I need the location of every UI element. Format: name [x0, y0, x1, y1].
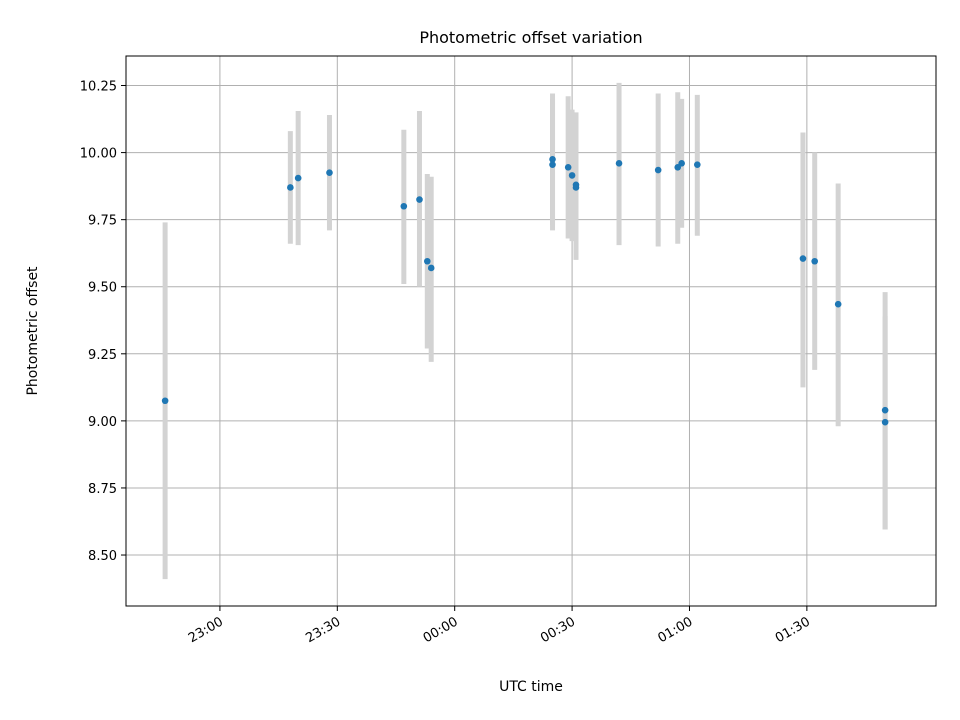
data-point	[287, 184, 294, 191]
data-point	[294, 174, 302, 182]
y-tick-label: 8.75	[88, 482, 117, 497]
data-point	[427, 264, 435, 272]
chart-title: Photometric offset variation	[419, 28, 642, 47]
data-point	[881, 418, 889, 426]
data-point	[416, 196, 423, 203]
plot-frame	[125, 55, 937, 607]
data-point	[799, 255, 807, 262]
x-tick-label: 23:30	[303, 614, 343, 646]
x-axis-label: UTC time	[499, 679, 563, 695]
x-tick-label: 00:00	[421, 614, 461, 646]
axis-ticks: 23:00 23:30 00:00 00:30 01:00 01:30 8.50 8.75 9.…	[80, 80, 813, 647]
y-axis-label: Photometric offset	[25, 266, 41, 396]
data-point	[654, 166, 662, 174]
x-tick-label: 01:30	[773, 614, 813, 646]
y-tick-label: 9.00	[88, 415, 117, 430]
y-tick-label: 9.25	[88, 348, 117, 363]
y-tick-label: 8.50	[88, 549, 117, 564]
data-point	[549, 155, 556, 163]
data-point	[678, 160, 685, 167]
y-tick-label: 10.25	[80, 80, 117, 95]
data-point	[572, 184, 580, 191]
data-point	[568, 172, 576, 179]
data-point	[881, 406, 889, 414]
data-points	[161, 155, 889, 426]
data-point	[326, 169, 333, 177]
data-point	[615, 160, 623, 167]
error-bars	[162, 82, 888, 580]
data-point	[161, 397, 169, 405]
data-point	[564, 164, 572, 171]
data-point	[400, 202, 408, 210]
y-tick-label: 9.75	[88, 214, 117, 229]
y-tick-label: 9.50	[88, 281, 117, 296]
data-point	[424, 257, 431, 265]
data-point	[834, 300, 842, 308]
data-point	[694, 161, 701, 168]
x-tick-label: 23:00	[186, 614, 226, 646]
x-tick-label: 01:00	[656, 614, 696, 646]
x-tick-label: 00:30	[538, 614, 578, 646]
data-point	[811, 257, 818, 265]
y-tick-label: 10.00	[80, 147, 117, 162]
data-point	[549, 161, 556, 168]
